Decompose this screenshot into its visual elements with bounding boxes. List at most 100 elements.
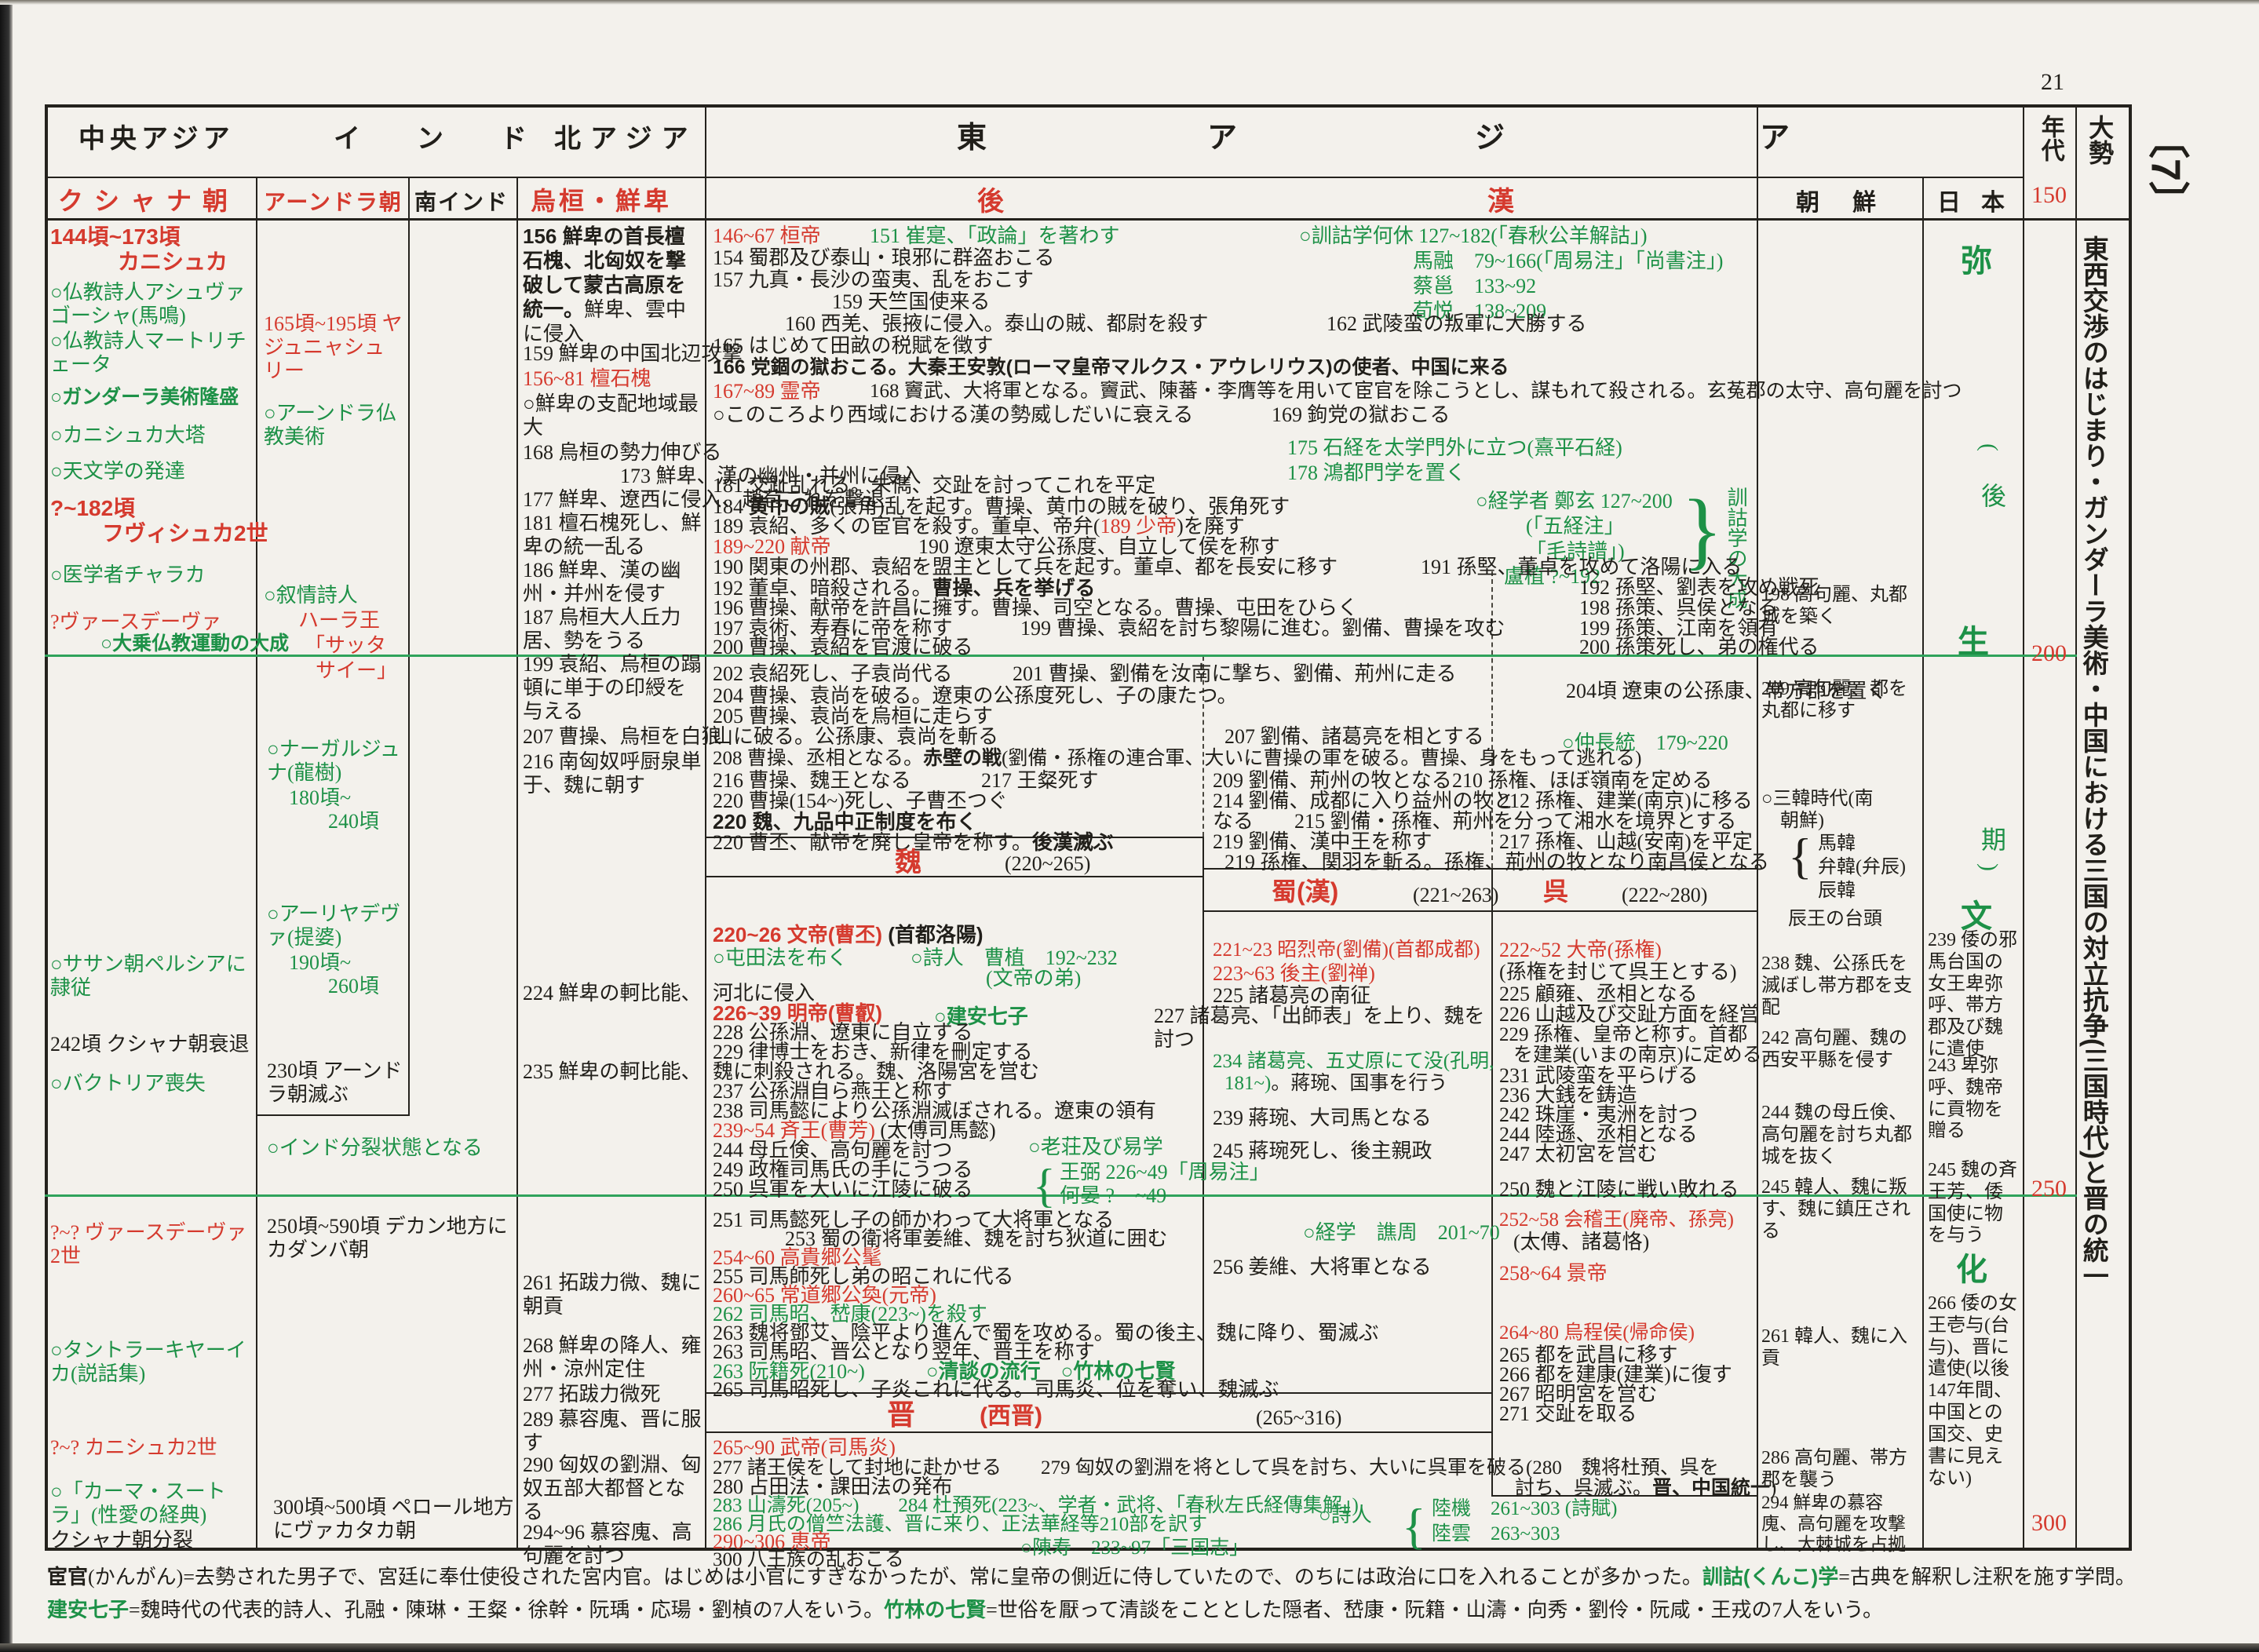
- text-entry: 154 蜀郡及び泰山・琅邪に群盗おこる: [713, 246, 1055, 269]
- text-entry: 167~89 霊帝: [713, 380, 821, 403]
- col-border-andhra: [408, 177, 410, 1116]
- text-entry: 251 司馬懿死し子の師かわって大将軍となる: [713, 1209, 1115, 1231]
- text-entry: 238 魏、公孫氏を滅ぼし帯方郡を支配: [1761, 954, 1912, 1018]
- text-entry: ○アーリヤデヴァ(提婆): [267, 903, 401, 950]
- text-entry: 晋: [887, 1399, 916, 1431]
- text-entry: 146~67 桓帝: [713, 224, 821, 247]
- text-entry: 蜀(漢): [1272, 877, 1339, 906]
- text-entry: 弥: [1961, 244, 1992, 279]
- text-entry: ○仲長統 179~220: [1562, 731, 1728, 754]
- text-entry: 271 交趾を取る: [1499, 1402, 1637, 1425]
- text-entry: 249 政権司馬氏の手にうつる: [713, 1158, 973, 1181]
- text-entry: (265~316): [1256, 1406, 1342, 1429]
- text-entry: 192 董卓、暗殺される。曹操、兵を挙げる: [713, 576, 1096, 600]
- text-entry: 300: [2031, 1510, 2067, 1536]
- text-entry: カニシュカ: [118, 250, 228, 274]
- text-entry: 208 曹操、丞相となる。赤壁の戦(劉備・孫権の連合軍、大いに曹操の軍を破る。曹…: [713, 747, 1642, 769]
- text-entry: 178 鴻都門学を置く: [1287, 461, 1466, 484]
- text-entry: 247 太初宮を営む: [1499, 1143, 1658, 1165]
- text-entry: 大勢: [2086, 115, 2115, 165]
- text-entry: 290 匈奴の劉淵、匈奴五部大都督となる: [523, 1453, 702, 1524]
- text-entry: 265~90 武帝(司馬炎): [713, 1436, 896, 1459]
- text-entry: 265 都を武昌に移す: [1499, 1344, 1678, 1366]
- text-entry: 年代: [2037, 115, 2064, 162]
- text-entry: 200 曹操、袁紹を官渡に破る: [713, 636, 973, 658]
- text-entry: 238 司馬懿により公孫淵滅ぼされる。遼東の領有: [713, 1100, 1156, 1122]
- text-entry: 244 陸遜、丞相となる: [1499, 1123, 1698, 1146]
- text-entry: 253 蜀の衛将軍姜維、魏を討ち狄道に囲む: [785, 1227, 1168, 1250]
- text-entry: (220~265): [1005, 852, 1091, 875]
- text-entry: 267 昭明宮を営む: [1499, 1383, 1658, 1406]
- text-entry: 162 武陵蛮の叛軍に大勝する: [1327, 312, 1587, 335]
- text-entry: 263 司馬昭、晋公となり翌年、晋王を称す: [713, 1340, 1095, 1363]
- text-entry: 「サッタ: [305, 634, 387, 657]
- text-entry: アーンドラ朝: [264, 190, 403, 214]
- text-entry: ○医学者チャラカ: [50, 563, 206, 586]
- text-entry: 198 高句麗、丸都城を築く: [1761, 585, 1907, 627]
- text-entry: 209 劉備、荊州の牧となる: [1213, 769, 1452, 792]
- text-entry: ○アーンドラ仏教美術: [264, 402, 396, 449]
- year-line-250: [45, 1194, 2077, 1197]
- text-entry: 239 倭の邪馬台国の女王卑弥呼、帯方郡及び魏に遣使: [1928, 930, 2017, 1060]
- text-entry: 157 九真・長沙の蛮夷、乱をおこす: [713, 268, 1034, 291]
- year-line-200: [45, 655, 2077, 657]
- text-entry: 204 曹操、袁尚を破る。遼東の公孫度死し、子の康たつ。: [713, 684, 1238, 707]
- text-entry: ?~? カニシュカ2世: [50, 1436, 217, 1459]
- text-entry: 荀悦 138~209: [1413, 300, 1547, 323]
- text-entry: 268 鮮卑の降人、雍州・涼州定住: [523, 1334, 702, 1381]
- col-border-central-asia: [256, 177, 257, 1550]
- text-entry: ○詩人: [1319, 1504, 1372, 1526]
- text-entry: 199 曹操、袁紹を討ち黎陽に進む。劉備、曹操を攻む: [1020, 617, 1505, 640]
- text-entry: 165 はじめて田畝の税賦を徴す: [713, 334, 994, 357]
- text-entry: 漢: [1487, 187, 1514, 217]
- header-bottom-divider: [45, 218, 2131, 221]
- text-entry: (文帝の弟): [986, 967, 1082, 990]
- text-entry: 184 黄巾の賊(張角)乱を起す。曹操、黄巾の賊を破り、張角死す: [713, 494, 1290, 518]
- text-entry: 245 蔣琬死し、後主親政: [1213, 1140, 1432, 1162]
- text-entry: 189 袁紹、多くの宦官を殺す。董卓、帝弁(189 少帝)を廃す: [713, 515, 1245, 538]
- text-entry: 168 烏桓の勢力伸びる: [523, 441, 722, 464]
- text-entry: 263 魏将鄧艾、陰平より進んで蜀を攻める。蜀の後主、魏に降り、蜀滅ぶ: [713, 1322, 1379, 1344]
- jin-box-top: [705, 1392, 1493, 1394]
- text-entry: 265 司馬昭死し、子炎これに代る。司馬炎、位を奪い、魏滅ぶ: [713, 1378, 1279, 1401]
- text-entry: ○建安七子: [934, 1005, 1028, 1028]
- text-entry: 辰王の台頭: [1788, 909, 1882, 929]
- text-entry: 「毛詩譜」): [1526, 540, 1625, 563]
- text-entry: 227 諸葛亮、「出師表」を上り、魏を討つ: [1154, 1005, 1485, 1052]
- wei-box-bottom: [705, 876, 1204, 877]
- text-entry: ○詩人 曹植 192~232: [911, 946, 1118, 969]
- text-entry: 207 劉備、諸葛亮を相とする: [1224, 725, 1484, 748]
- text-entry: 建安七子=魏時代の代表的詩人、孔融・陳琳・王粲・徐幹・阮瑀・応瑒・劉楨の7人をい…: [47, 1598, 1883, 1621]
- text-entry: (221~263): [1413, 884, 1499, 906]
- text-entry: 256 姜維、大将軍となる: [1213, 1256, 1432, 1278]
- shu-proto-divider: [1202, 656, 1204, 837]
- text-entry: 181 交趾乱れる。朱儁、交趾を討ってこれを平定: [713, 474, 1156, 497]
- text-entry: 〔7〕: [2142, 118, 2188, 222]
- text-entry: 呉: [1543, 877, 1569, 906]
- text-entry: 294 鮮卑の慕容廆、高句麗を攻撃し、大棘城を占拠: [1761, 1493, 1906, 1555]
- text-entry: ○鮮卑の支配地域最大: [523, 392, 699, 439]
- text-entry: 245 韓人、魏に叛す、魏に鎮圧される: [1761, 1177, 1911, 1242]
- text-entry: 168 竇武、大将軍となる。竇武、陳蕃・李膺等を用いて宦官を除こうとし、謀もれて…: [870, 381, 1962, 402]
- col-border-year-taisei: [2075, 104, 2077, 1551]
- text-entry: ?~182頃: [50, 496, 136, 520]
- text-entry: ○大乗仏教運動の大成: [100, 633, 290, 655]
- text-entry: ○カニシュカ大塔: [50, 424, 206, 447]
- text-entry: (: [1976, 443, 2002, 451]
- text-entry: 226~39 明帝(曹叡): [713, 1001, 883, 1025]
- text-entry: 226 山越及び交趾方面を経営: [1499, 1003, 1760, 1026]
- text-entry: 160 西羌、張掖に侵入。泰山の賊、都尉を殺す: [785, 312, 1209, 335]
- text-entry: 南インド: [414, 190, 509, 214]
- text-entry: {: [1402, 1498, 1426, 1554]
- text-entry: 盧植 ?~192: [1504, 565, 1601, 588]
- text-entry: 234 諸葛亮、五丈原にて没(孔明,: [1213, 1051, 1494, 1072]
- jin-box-bottom: [705, 1431, 1493, 1433]
- text-entry: 239~54 斉王(曹芳) (太傅司馬懿): [713, 1119, 996, 1142]
- text-entry: 209 高句麗、都を丸都に移す: [1761, 679, 1907, 721]
- text-entry: 181 檀石槐死し、鮮卑の統一乱る: [523, 512, 702, 559]
- andhra-box-bottom: [256, 1114, 410, 1116]
- text-entry: 229 律博士をおき、新律を刪定する: [713, 1041, 1033, 1063]
- text-entry: 250 魏と江陵に戦い敗れる: [1499, 1178, 1739, 1201]
- text-entry: (孫権を封じて呉王とする): [1499, 961, 1737, 983]
